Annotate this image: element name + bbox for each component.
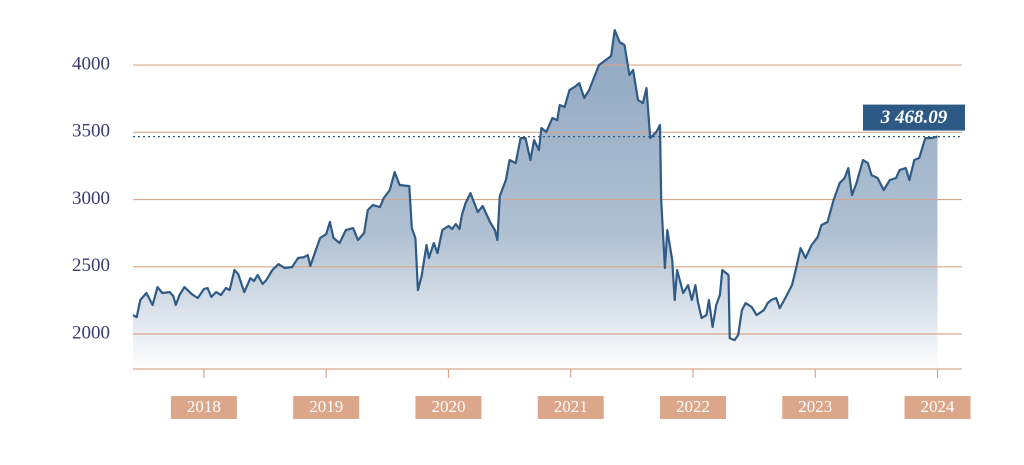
y-tick-label: 3500 — [72, 121, 110, 142]
x-tick-label: 2018 — [187, 397, 221, 416]
x-label-box — [904, 396, 971, 419]
y-tick-label: 4000 — [72, 53, 110, 74]
y-tick-label: 3000 — [72, 188, 110, 209]
y-tick-label: 2000 — [72, 322, 110, 343]
annotation-box — [863, 104, 965, 131]
x-tick-label: 2020 — [431, 397, 465, 416]
y-tick-label: 2500 — [72, 255, 110, 276]
x-tick-label: 2021 — [554, 397, 588, 416]
line — [132, 29, 938, 342]
x-label-box — [537, 396, 604, 419]
x-tick-label: 2024 — [921, 397, 956, 416]
x-label-box — [170, 396, 237, 419]
x-label-box — [660, 396, 727, 419]
x-tick-label: 2019 — [309, 397, 343, 416]
x-tick-label: 2023 — [798, 397, 832, 416]
x-label-box — [415, 396, 482, 419]
annotation-label: 3 468.09 — [880, 107, 948, 128]
x-label-box — [782, 396, 849, 419]
x-label-box — [293, 396, 360, 419]
x-tick-label: 2022 — [676, 397, 710, 416]
